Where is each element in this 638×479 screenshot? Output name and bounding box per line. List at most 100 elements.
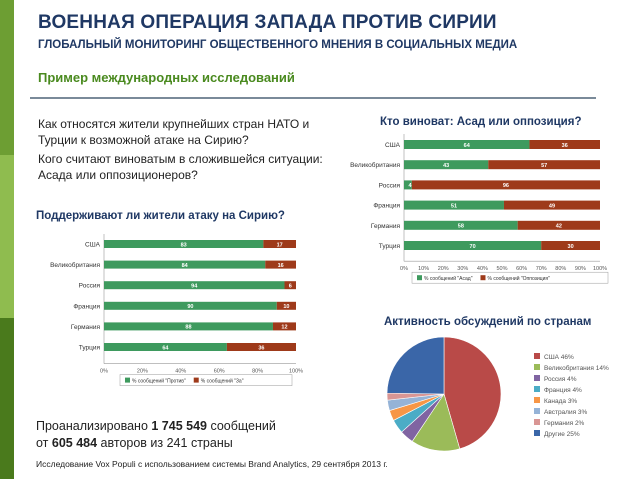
bar-segment xyxy=(104,240,264,248)
x-tick-label: 100% xyxy=(593,266,607,272)
data-label: 43 xyxy=(443,163,449,169)
category-label: Франция xyxy=(73,303,100,310)
data-label: 94 xyxy=(191,284,198,290)
x-tick-label: 40% xyxy=(477,266,488,272)
bar-segment xyxy=(503,200,600,210)
data-label: 70 xyxy=(470,244,476,250)
legend-swatch xyxy=(125,377,130,383)
data-label: 12 xyxy=(281,325,287,331)
category-label: Франция xyxy=(373,203,400,210)
bar-segment xyxy=(404,241,542,250)
data-label: 57 xyxy=(541,163,547,169)
bar-segment xyxy=(104,301,277,310)
bar-segment xyxy=(272,322,296,331)
x-tick-label: 10% xyxy=(418,266,429,272)
x-tick-label: 60% xyxy=(214,369,225,375)
legend-swatch xyxy=(193,377,199,383)
chart-title-support: Поддерживают ли жители атаку на Сирию? xyxy=(36,210,285,222)
legend-label: Австралия 3% xyxy=(544,409,588,416)
footer-note: Исследование Vox Populi с использованием… xyxy=(36,459,388,469)
legend-swatch xyxy=(534,386,540,392)
bar-segment xyxy=(226,343,296,351)
legend-swatch xyxy=(417,275,422,281)
data-label: 88 xyxy=(185,325,191,331)
data-label: 6 xyxy=(289,284,292,290)
chart-title-activity: Активность обсуждений по странам xyxy=(384,316,592,328)
divider xyxy=(30,97,596,99)
pie-slice xyxy=(443,336,502,450)
legend-label: % сообщений "За" xyxy=(201,378,244,385)
page-subtitle: ГЛОБАЛЬНЫЙ МОНИТОРИНГ ОБЩЕСТВЕННОГО МНЕН… xyxy=(38,39,518,51)
bar-segment xyxy=(404,160,489,170)
messages-count: 1 745 549 xyxy=(151,419,207,433)
legend-box xyxy=(411,271,609,284)
category-label: Германия xyxy=(371,223,401,230)
stats-summary: Проанализировано 1 745 549 сообщений от … xyxy=(36,419,276,450)
legend-label: Германия 2% xyxy=(544,420,585,427)
legend-label: % сообщений "Оппозиция" xyxy=(487,275,550,282)
data-label: 36 xyxy=(562,143,568,149)
bar-segment xyxy=(104,260,266,269)
x-tick-label: 20% xyxy=(438,266,449,272)
section-title: Пример международных исследований xyxy=(38,70,295,85)
bar-segment xyxy=(541,241,600,250)
data-label: 51 xyxy=(451,203,457,209)
bar-segment xyxy=(517,220,600,230)
bar-segment xyxy=(404,140,530,149)
data-label: 10 xyxy=(283,304,289,310)
page-title: ВОЕННАЯ ОПЕРАЦИЯ ЗАПАДА ПРОТИВ СИРИИ xyxy=(38,12,497,33)
bar-segment xyxy=(404,220,518,230)
legend-swatch xyxy=(534,375,540,381)
activity-pie-chart: США 46% Великобритания 14% Россия 4% Франци… xyxy=(386,336,609,452)
legend-swatch xyxy=(534,397,540,403)
legend-label: % сообщений "Против" xyxy=(132,378,186,385)
data-label: 17 xyxy=(277,242,283,248)
legend-label: Канада 3% xyxy=(544,398,577,405)
category-label: Турция xyxy=(79,345,101,352)
category-label: Германия xyxy=(71,324,101,331)
x-tick-label: 50% xyxy=(496,266,507,272)
authors-count: 605 484 xyxy=(51,436,98,450)
bar-segment xyxy=(411,180,600,190)
legend-swatch xyxy=(534,419,540,425)
data-label: 58 xyxy=(458,224,464,230)
x-tick-label: 20% xyxy=(137,369,148,375)
bar-segment xyxy=(404,180,412,190)
legend-label: США 46% xyxy=(544,354,574,361)
question-blame: Кого считают виноватым в сложившейся сит… xyxy=(38,152,323,182)
data-label: 16 xyxy=(278,263,284,269)
legend-swatch xyxy=(534,430,540,436)
chart-title-blame: Кто виноват: Асад или оппозиция? xyxy=(380,116,582,128)
support-bar-chart: США 83 17 Великобритания 84 16 Россия 94 6 Франци… xyxy=(50,234,303,386)
legend-swatch xyxy=(534,408,540,414)
bar-segment xyxy=(529,140,600,149)
x-tick-label: 80% xyxy=(252,369,263,375)
legend-swatch xyxy=(534,364,540,370)
legend-label: Другие 25% xyxy=(544,431,580,438)
category-label: Великобритания xyxy=(50,261,100,269)
data-label: 64 xyxy=(162,345,169,351)
category-label: Россия xyxy=(379,182,401,189)
bar-segment xyxy=(404,200,504,210)
x-tick-label: 40% xyxy=(175,369,186,375)
data-label: 42 xyxy=(556,224,562,230)
category-label: Россия xyxy=(79,283,101,290)
data-label: 30 xyxy=(568,244,574,250)
bar-segment xyxy=(104,343,227,351)
data-label: 49 xyxy=(549,203,555,209)
legend-label: Франция 4% xyxy=(544,387,582,394)
category-label: США xyxy=(385,142,401,149)
category-label: США xyxy=(85,242,101,249)
x-tick-label: 60% xyxy=(516,266,527,272)
blame-bar-chart: США 64 36 Великобритания 43 57 Россия 4 96 Франци… xyxy=(350,134,609,284)
data-label: 4 xyxy=(408,183,412,189)
category-label: Турция xyxy=(379,243,401,250)
data-label: 96 xyxy=(503,183,509,189)
data-label: 90 xyxy=(187,304,193,310)
legend-swatch xyxy=(534,353,540,359)
x-tick-label: 30% xyxy=(457,266,468,272)
bar-segment xyxy=(488,160,600,170)
category-label: Великобритания xyxy=(350,161,400,169)
bar-segment xyxy=(263,240,296,248)
bar-segment xyxy=(104,281,285,290)
